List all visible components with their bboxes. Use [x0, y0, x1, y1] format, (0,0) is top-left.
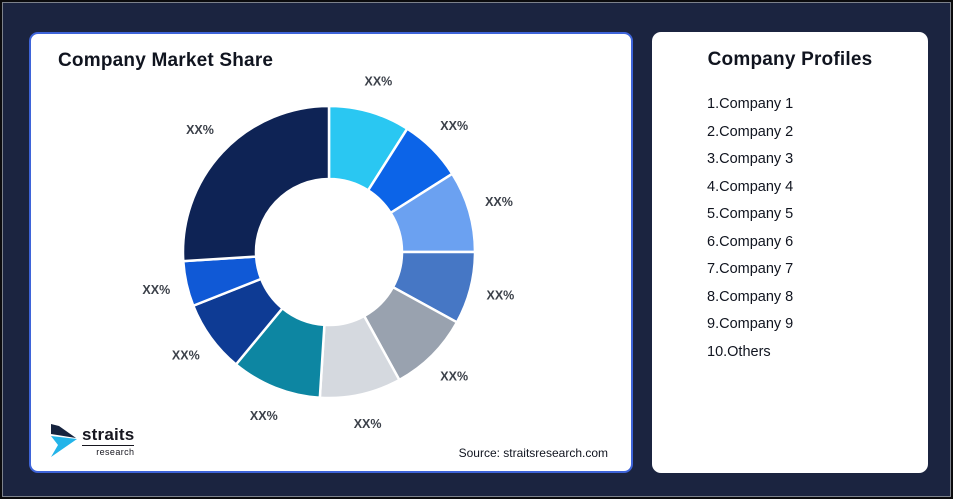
- profiles-title: Company Profiles: [707, 49, 873, 70]
- segment-value-label: XX%: [142, 283, 170, 297]
- source-attribution: Source: straitsresearch.com: [458, 446, 608, 460]
- segment-value-label: XX%: [440, 369, 468, 383]
- logo-brand: straits: [82, 425, 135, 446]
- market-share-donut-chart: XX% XX% XX% XX% XX% XX% XX% XX% XX% XX%: [142, 74, 515, 431]
- list-item: 4.Company 4: [707, 178, 794, 195]
- list-item: 9.Company 9: [707, 316, 794, 332]
- list-item: 3.Company 3: [707, 151, 794, 167]
- company-profiles-list: 1.Company 1 2.Company 2 3.Company 3 4.Co…: [652, 97, 928, 359]
- segment-value-label: XX%: [172, 348, 200, 362]
- list-item: 10.Others: [707, 343, 771, 360]
- chart-title: Company Market Share: [58, 50, 274, 71]
- straits-arrow-icon: [51, 424, 77, 457]
- segment-value-label: XX%: [485, 195, 513, 209]
- donut-segment-10: [181, 104, 331, 263]
- company-profiles-card: Company Profiles 1.Company 1 2.Company 2…: [652, 32, 928, 473]
- market-share-card: Company Market Share XX% XX% XX% XX% XX% XX% X…: [29, 32, 633, 473]
- segment-value-label: XX%: [440, 119, 468, 133]
- list-item: 1.Company 1: [707, 96, 794, 112]
- segment-value-label: XX%: [365, 74, 393, 88]
- list-item: 7.Company 7: [707, 261, 794, 277]
- straits-research-logo: straits research: [50, 423, 135, 458]
- logo-text: straits research: [82, 425, 135, 457]
- list-item: 8.Company 8: [707, 288, 794, 305]
- list-item: 5.Company 5: [707, 206, 794, 222]
- segment-value-label: XX%: [186, 123, 214, 137]
- list-item: 6.Company 6: [707, 233, 794, 250]
- segment-value-label: XX%: [487, 288, 515, 302]
- segment-value-label: XX%: [354, 417, 382, 431]
- segment-value-label: XX%: [250, 409, 278, 423]
- list-item: 2.Company 2: [707, 123, 794, 140]
- logo-subtitle: research: [96, 447, 135, 457]
